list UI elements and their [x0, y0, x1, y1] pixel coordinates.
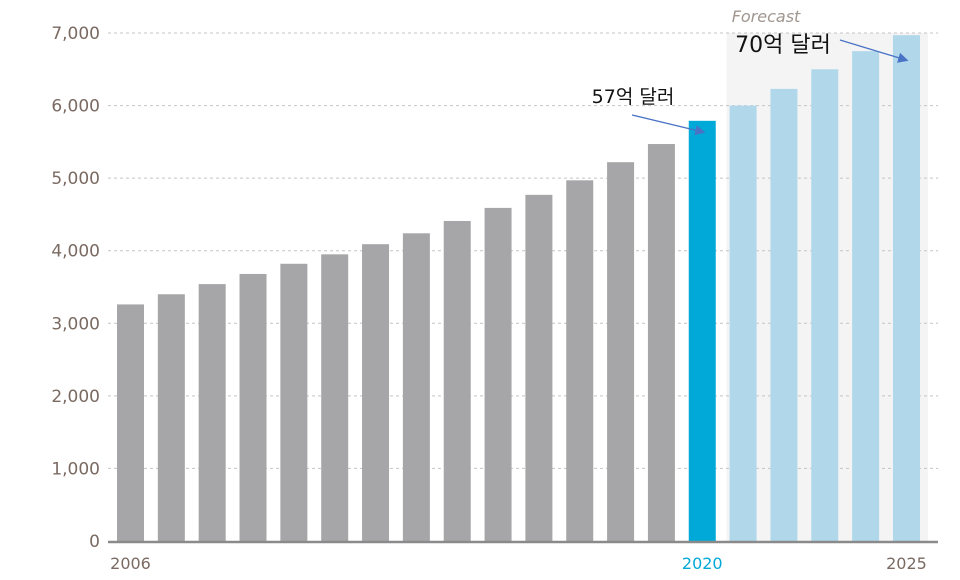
- bar-2018: [607, 162, 635, 542]
- bar-2017: [566, 180, 594, 541]
- bar-2021: [729, 105, 757, 542]
- y-tick-label: 5,000: [51, 169, 100, 189]
- annotation-label: 57억 달러: [592, 86, 675, 108]
- x-tick-label: 2020: [682, 554, 723, 573]
- y-tick-label: 4,000: [51, 242, 100, 262]
- bar-2012: [362, 244, 390, 541]
- bar-2006: [117, 304, 144, 541]
- bar-2010: [280, 263, 308, 541]
- y-tick-label: 0: [89, 532, 100, 552]
- bar-2020: [688, 120, 716, 541]
- y-tick-label: 3,000: [51, 314, 100, 334]
- bar-2022: [770, 88, 798, 541]
- bar-2011: [321, 254, 349, 542]
- y-tick-label: 2,000: [51, 387, 100, 407]
- y-tick-label: 1,000: [51, 459, 100, 479]
- bar-2024: [852, 51, 880, 542]
- annotation-label: 70억 달러: [735, 33, 831, 58]
- forecast-label: Forecast: [732, 7, 801, 26]
- bar-2008: [198, 284, 226, 541]
- bar-2015: [484, 207, 512, 541]
- bar-2023: [811, 69, 839, 542]
- bar-2009: [239, 273, 267, 541]
- bar-2025: [892, 35, 920, 541]
- y-tick-label: 6,000: [51, 97, 100, 117]
- annotation-arrow: [839, 39, 909, 63]
- y-tick-label: 7,000: [51, 24, 100, 44]
- bar-2007: [157, 294, 185, 541]
- bar-2016: [525, 194, 553, 541]
- bar-2014: [443, 220, 471, 541]
- x-tick-label: 2025: [886, 554, 927, 573]
- annotation-arrow: [631, 114, 706, 136]
- bar-2013: [402, 233, 430, 541]
- x-tick-label: 2006: [110, 554, 151, 573]
- bar-2019: [647, 144, 675, 541]
